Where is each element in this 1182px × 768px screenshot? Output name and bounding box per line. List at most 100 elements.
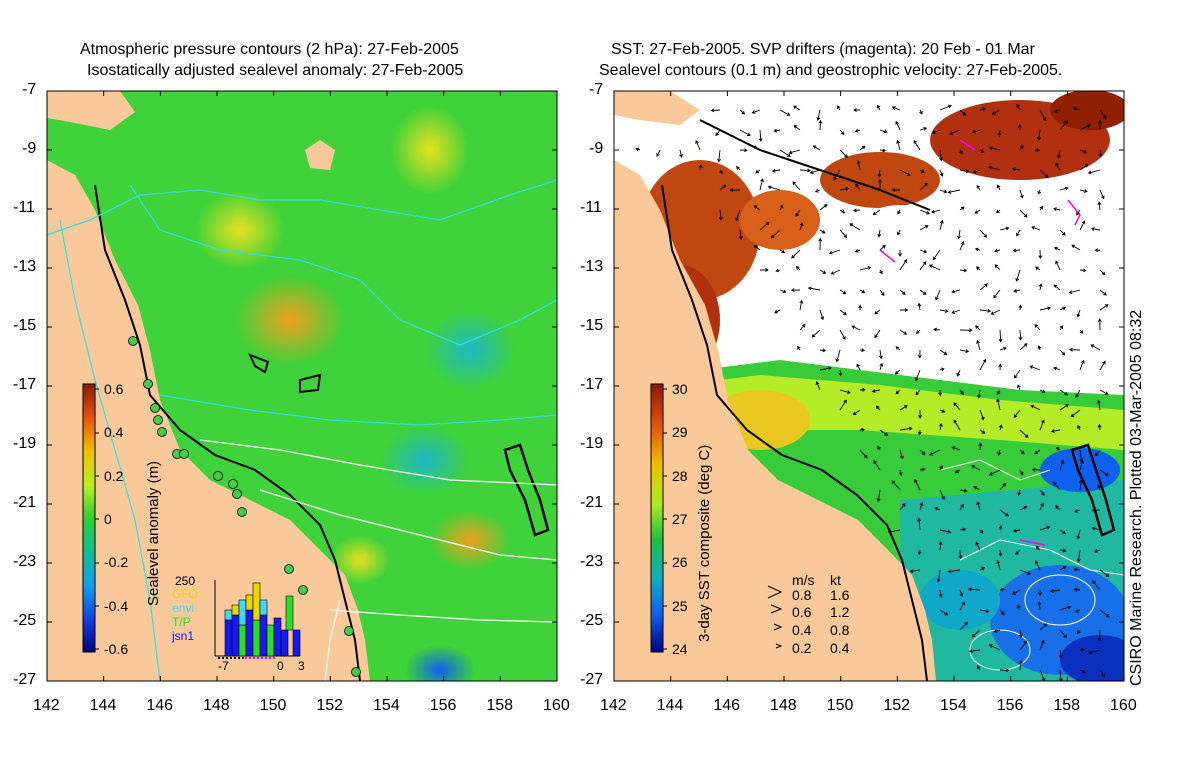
velocity-arrow: [939, 149, 943, 162]
lat-label: -25: [580, 612, 604, 629]
velocity-arrow: [956, 369, 961, 377]
velocity-arrow: [1059, 325, 1064, 331]
velocity-arrow: [1037, 189, 1042, 195]
velocity-arrow: [1017, 489, 1022, 496]
velocity-arrow: [928, 264, 941, 271]
velocity-arrow: [996, 184, 1001, 191]
velocity-arrow: [819, 348, 827, 353]
velocity-arrow: [779, 204, 784, 211]
velocity-arrow: [819, 204, 828, 211]
velocity-arrow: [1055, 447, 1061, 451]
velocity-arrow: [954, 469, 961, 473]
velocity-arrow: [839, 389, 851, 394]
velocity-arrow: [791, 249, 801, 259]
axis-tick-marks: [46, 90, 1125, 682]
velocity-arrow: [959, 503, 964, 511]
sla-colorbar-ticks: [95, 388, 99, 650]
velocity-arrow: [918, 409, 923, 419]
velocity-arrow: [1039, 109, 1047, 122]
lon-label: 148: [203, 697, 230, 714]
velocity-arrow: [852, 409, 861, 416]
land-png: [614, 91, 700, 125]
lon-label: 152: [316, 697, 344, 714]
lat-label: -27: [580, 671, 604, 688]
velocity-arrow: [1097, 318, 1102, 331]
velocity-arrow: [959, 169, 970, 174]
velocity-arrow: [972, 129, 981, 134]
velocity-arrow: [919, 109, 923, 115]
velocity-arrow: [839, 149, 848, 158]
velocity-arrow: [1079, 479, 1083, 491]
velocity-arrow: [935, 289, 941, 301]
velocity-arrow: [967, 587, 981, 592]
inset-legend-gfo: GFO: [172, 587, 198, 601]
velocity-arrow: [953, 402, 961, 411]
velocity-arrow: [1091, 526, 1101, 531]
velocity-arrow: [759, 268, 769, 272]
velocity-arrow: [1031, 226, 1041, 231]
velocity-arrow: [914, 369, 921, 382]
velocity-arrow: [979, 107, 987, 111]
velocity-arrow: [1011, 167, 1021, 172]
velocity-arrow: [839, 187, 850, 191]
velocity-arrow: [878, 178, 882, 191]
velocity-arrow: [1017, 124, 1022, 131]
velocity-arrow: [1018, 304, 1023, 311]
velocity-arrow: [891, 187, 901, 192]
velocity-arrow: [974, 247, 981, 252]
velocity-legend-kt: 0.4: [830, 640, 850, 656]
velocity-arrow: [933, 327, 941, 332]
velocity-arrow: [958, 549, 963, 560]
velocity-arrow: [1055, 162, 1061, 171]
velocity-arrow: [1019, 640, 1028, 651]
lon-label: 154: [940, 697, 967, 714]
velocity-arrow: [971, 629, 981, 638]
velocity-arrow: [991, 109, 1001, 115]
velocity-arrow: [771, 168, 781, 173]
sst-colorbar-ticks: [663, 388, 667, 650]
lat-label: -17: [580, 376, 604, 393]
velocity-arrow: [1096, 399, 1101, 411]
lon-label: 148: [770, 697, 797, 714]
lat-label: -9: [589, 140, 604, 157]
velocity-arrow: [679, 149, 683, 158]
lat-label: -19: [13, 435, 37, 452]
velocity-arrow: [934, 506, 941, 511]
velocity-arrow: [917, 302, 922, 311]
lat-label: -15: [580, 317, 604, 334]
velocity-arrow: [1035, 560, 1041, 571]
velocity-arrow: [1059, 120, 1068, 131]
velocity-arrow: [1018, 629, 1023, 639]
velocity-arrow: [1098, 149, 1103, 158]
velocity-arrow: [947, 569, 961, 574]
anomaly-high: [390, 105, 470, 195]
colorbar-tick-label: 28: [672, 467, 688, 484]
velocity-arrow: [1053, 109, 1061, 114]
velocity-arrow: [1079, 669, 1086, 674]
velocity-arrow: [1099, 289, 1107, 296]
velocity-arrow: [779, 289, 787, 294]
velocity-arrow: [788, 149, 801, 155]
velocity-arrow: [979, 429, 986, 434]
velocity-arrow: [775, 268, 781, 273]
pressure-contour: [259, 489, 557, 561]
velocity-arrow: [1039, 205, 1044, 211]
velocity-arrow: [715, 129, 721, 137]
data-count-inset: [214, 580, 301, 659]
velocity-arrow: [859, 348, 866, 353]
velocity-arrow: [979, 283, 988, 291]
velocity-arrow: [875, 405, 881, 411]
velocity-arrow: [1054, 246, 1061, 251]
velocity-arrow: [1053, 481, 1061, 491]
velocity-arrow: [899, 289, 906, 295]
anomaly-low: [380, 425, 470, 495]
inset-count-label: 250: [175, 574, 196, 588]
velocity-arrow: [856, 160, 861, 171]
velocity-arrow: [1079, 460, 1084, 471]
sealevel-contour: [959, 539, 1124, 576]
velocity-arrow: [951, 309, 961, 314]
velocity-arrow: [859, 449, 868, 459]
velocity-arrow: [818, 237, 823, 251]
pressure-contour: [59, 219, 161, 681]
